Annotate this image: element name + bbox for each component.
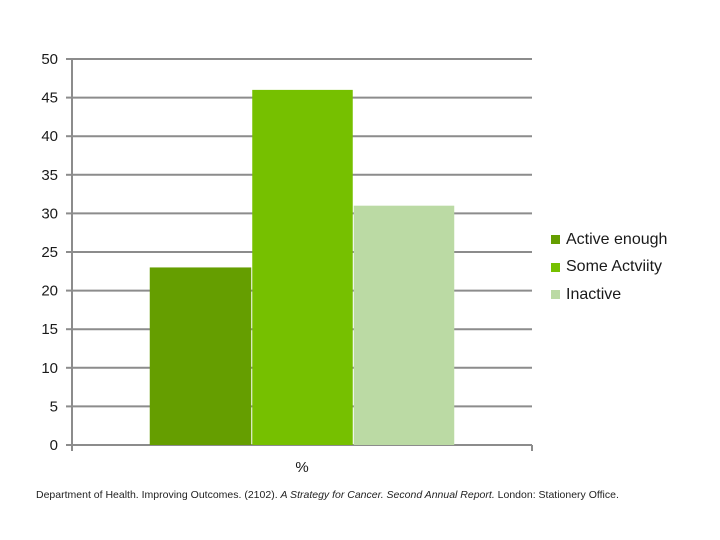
chart-legend: Active enough Some Actviity Inactive [551,226,667,309]
y-tick-label-20: 20 [41,283,58,300]
y-tick-label-0: 0 [50,437,58,454]
legend-label-inactive: Inactive [566,285,622,303]
bar-active-enough [149,267,252,445]
source-citation: Department of Health. Improving Outcomes… [36,488,686,502]
y-tick-label-10: 10 [41,360,58,377]
y-tick-label-40: 40 [41,128,58,145]
legend-item-active-enough: Active enough [551,226,667,254]
legend-label-active-enough: Active enough [566,230,668,248]
y-tick-label-15: 15 [41,321,58,338]
bar-some-actviity [252,89,353,445]
legend-swatch-active-enough [551,235,560,245]
y-tick-label-5: 5 [50,398,58,415]
y-tick-label-50: 50 [41,51,58,68]
y-tick-label-25: 25 [41,244,58,261]
x-category-label: % [295,459,308,476]
legend-item-inactive: Inactive [551,281,667,309]
bar-inactive [353,205,455,445]
citation-suffix: London: Stationery Office. [494,489,619,501]
citation-prefix: Department of Health. Improving Outcomes… [36,489,281,501]
legend-swatch-some-activity [551,262,560,272]
legend-swatch-inactive [551,290,560,300]
legend-label-some-activity: Some Actviity [566,258,663,276]
citation-title: A Strategy for Cancer. Second Annual Rep… [280,489,495,501]
y-tick-label-35: 35 [41,167,58,184]
y-tick-label-30: 30 [41,205,58,222]
y-tick-label-45: 45 [41,90,58,107]
legend-item-some-activity: Some Actviity [551,254,667,282]
